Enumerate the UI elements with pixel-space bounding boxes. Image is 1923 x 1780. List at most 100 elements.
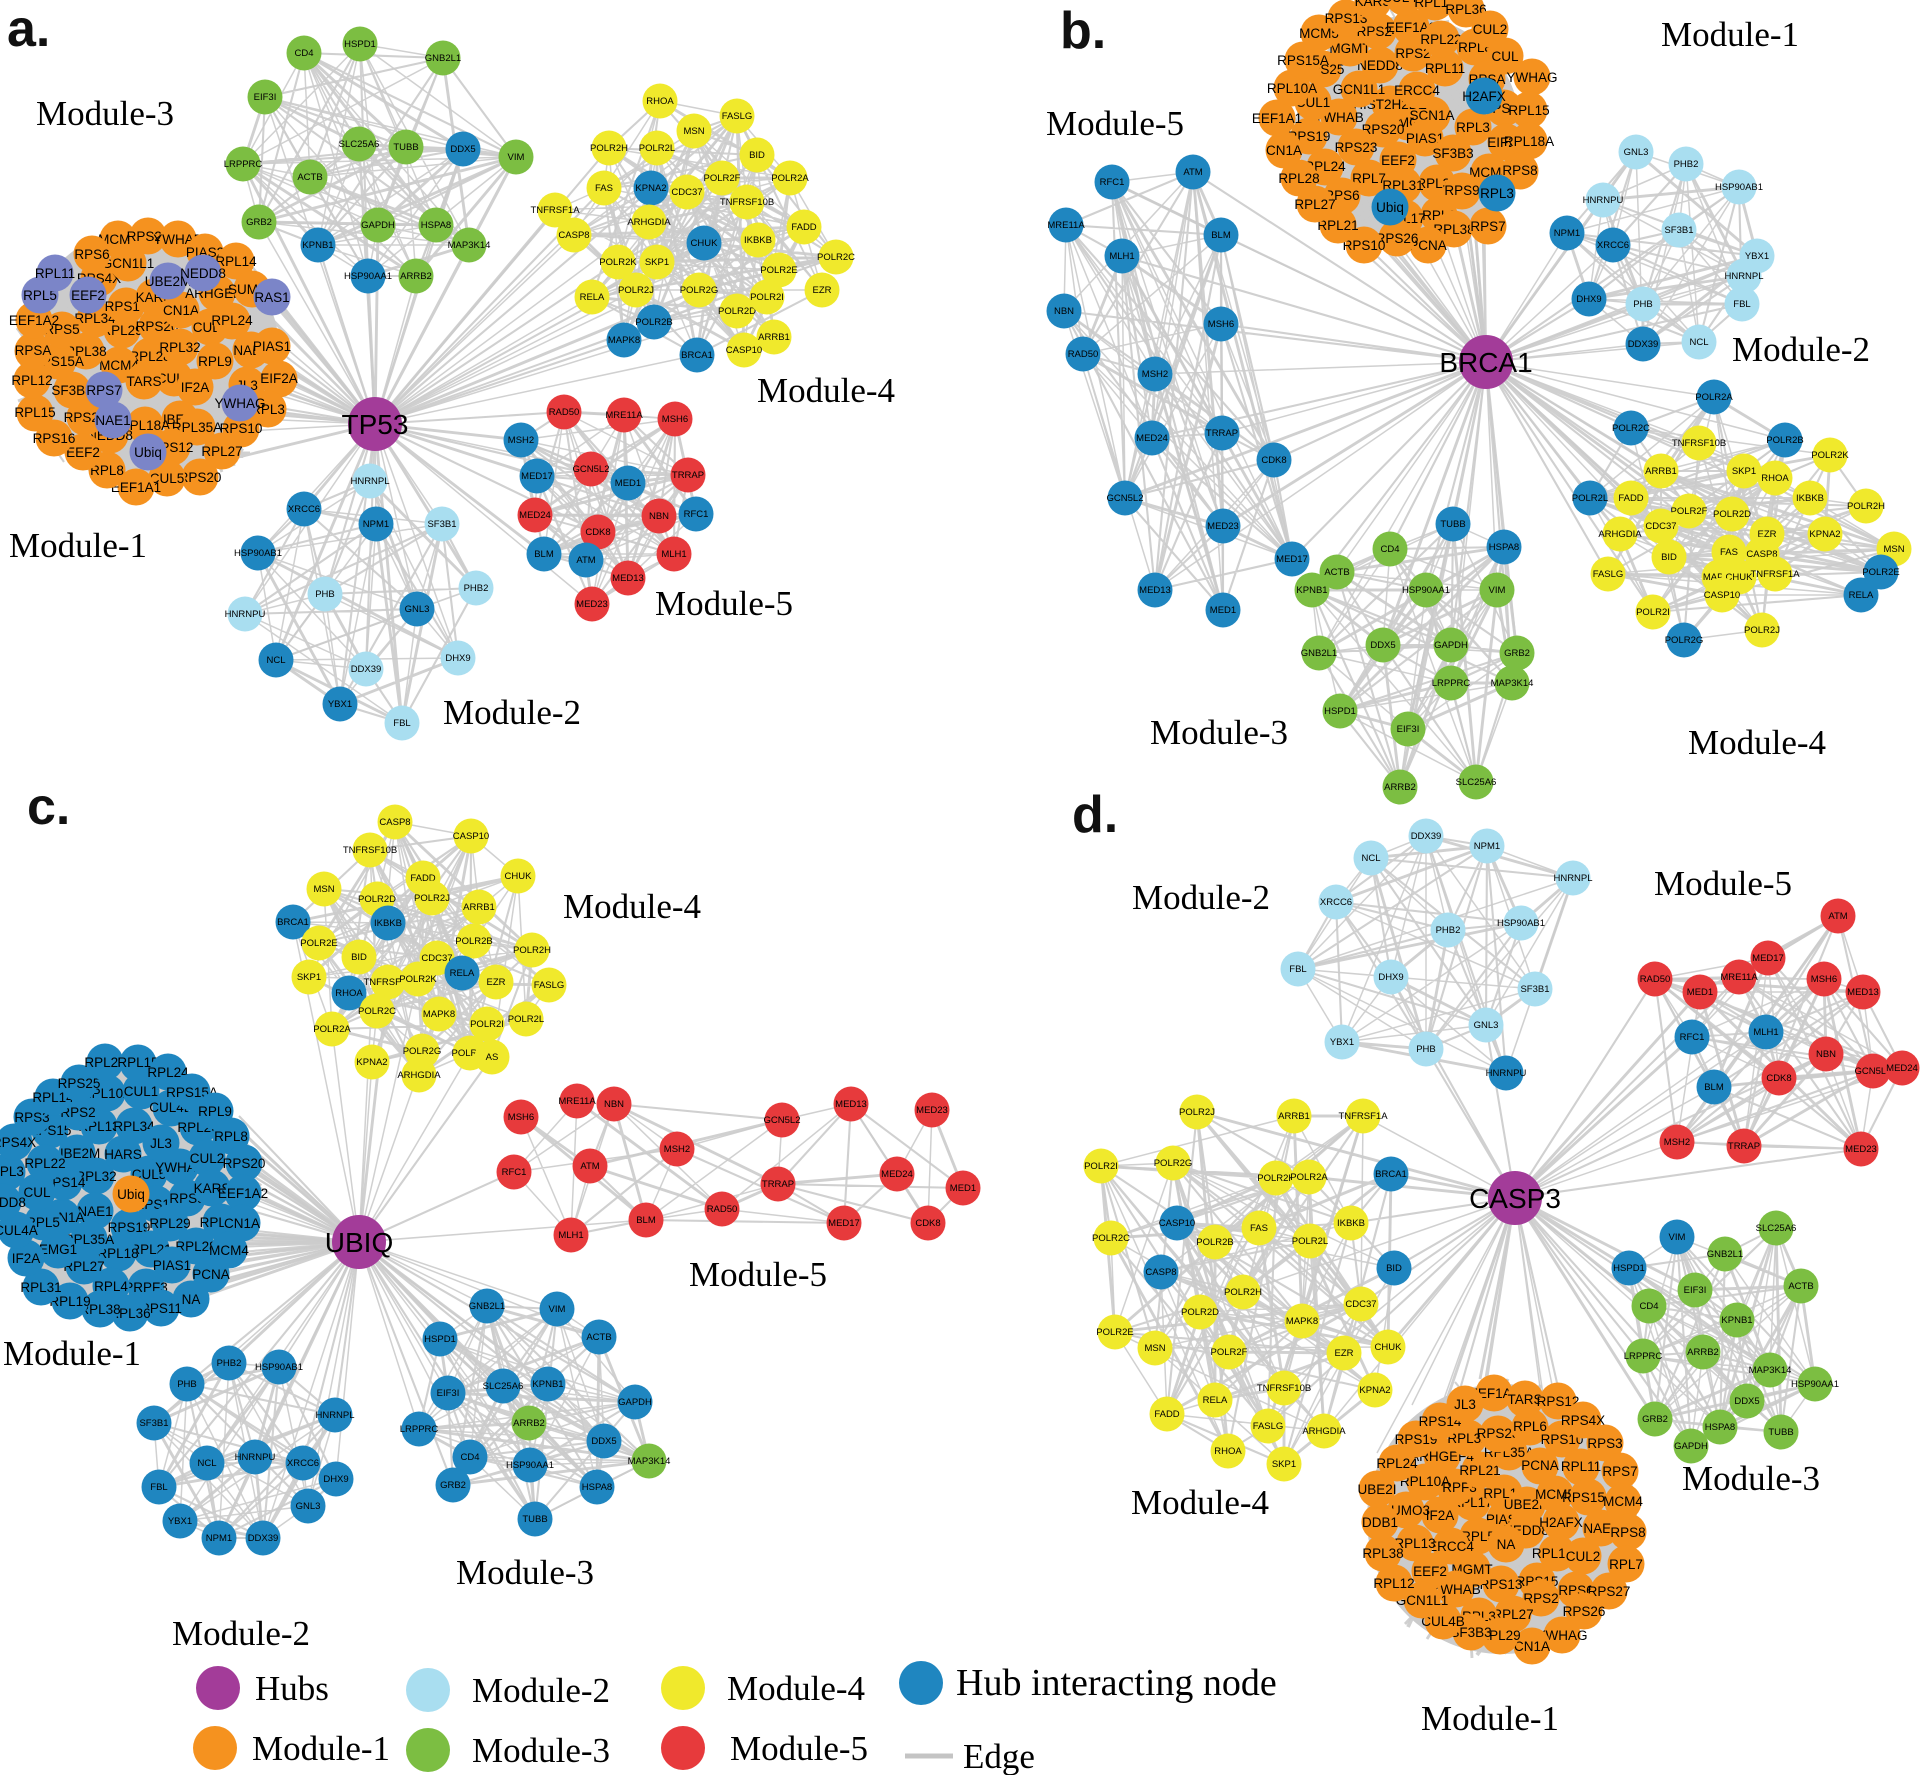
svg-text:RPL9: RPL9	[198, 1104, 232, 1119]
svg-text:RPS2: RPS2	[1395, 46, 1430, 61]
svg-text:HARS: HARS	[104, 1147, 142, 1162]
svg-text:H2AFX: H2AFX	[1462, 89, 1506, 104]
svg-text:EIF3I: EIF3I	[1397, 724, 1420, 735]
svg-text:Module-2: Module-2	[472, 1671, 610, 1710]
svg-text:EEF1A2: EEF1A2	[1386, 20, 1436, 35]
svg-text:POLR2J: POLR2J	[1179, 1107, 1215, 1118]
svg-text:YWHAB: YWHAB	[1431, 1582, 1481, 1597]
svg-text:PHB2: PHB2	[217, 1358, 242, 1369]
svg-text:ARRB2: ARRB2	[1687, 1347, 1719, 1358]
svg-text:RPL36: RPL36	[1445, 2, 1486, 17]
svg-text:TARS: TARS	[126, 374, 161, 389]
svg-text:RPL24: RPL24	[147, 1065, 189, 1080]
svg-text:RPL5: RPL5	[1461, 1529, 1495, 1544]
svg-text:PHB2: PHB2	[1436, 925, 1461, 936]
svg-text:NCL: NCL	[1689, 337, 1708, 348]
svg-text:RPS12: RPS12	[1537, 1394, 1580, 1409]
svg-text:POLR2D: POLR2D	[1181, 1307, 1219, 1318]
svg-text:HNRNPU: HNRNPU	[225, 609, 266, 620]
svg-text:POLR2B: POLR2B	[1196, 1237, 1234, 1248]
svg-text:CDK8: CDK8	[1766, 1073, 1791, 1084]
svg-text:RPS27: RPS27	[127, 229, 170, 244]
svg-text:LRPPRC: LRPPRC	[400, 1424, 439, 1435]
svg-text:MED24: MED24	[1886, 1063, 1918, 1074]
svg-text:Module-1: Module-1	[3, 1334, 141, 1373]
svg-text:RPL15: RPL15	[14, 405, 55, 420]
svg-text:POLR2C: POLR2C	[358, 1006, 396, 1017]
svg-text:KPNB1: KPNB1	[1721, 1315, 1752, 1326]
svg-text:MSH2: MSH2	[508, 435, 534, 446]
svg-text:NPM1: NPM1	[1554, 228, 1580, 239]
svg-text:Module-5: Module-5	[689, 1255, 827, 1294]
svg-text:Hub interacting node: Hub interacting node	[956, 1662, 1277, 1704]
svg-text:GCN1L1: GCN1L1	[1396, 1593, 1449, 1608]
svg-text:RHOA: RHOA	[1214, 1446, 1242, 1457]
svg-text:RPS20: RPS20	[1362, 122, 1405, 137]
svg-text:Module-4: Module-4	[1131, 1483, 1269, 1522]
svg-text:CD4: CD4	[460, 1452, 479, 1463]
svg-text:YBX1: YBX1	[328, 699, 352, 710]
svg-text:Ubiq: Ubiq	[134, 445, 162, 460]
svg-text:RPL22: RPL22	[24, 1156, 65, 1171]
svg-text:NPM1: NPM1	[363, 519, 389, 530]
svg-text:FBL: FBL	[1733, 299, 1750, 310]
svg-text:RPL21: RPL21	[1317, 218, 1358, 233]
svg-text:GAPDH: GAPDH	[618, 1397, 652, 1408]
svg-text:EEF1A1: EEF1A1	[111, 480, 161, 495]
svg-text:RPL4: RPL4	[94, 1279, 128, 1294]
svg-text:RPL8: RPL8	[90, 463, 124, 478]
svg-text:GCN5L2: GCN5L2	[1855, 1066, 1892, 1077]
svg-text:POLR2D: POLR2D	[718, 306, 756, 317]
svg-text:c.: c.	[27, 778, 70, 836]
svg-text:HSP90AB1: HSP90AB1	[1715, 182, 1763, 193]
svg-text:EEF2: EEF2	[1413, 1564, 1447, 1579]
svg-text:Module-3: Module-3	[456, 1553, 594, 1592]
svg-text:RPL15: RPL15	[1508, 103, 1549, 118]
svg-text:JL3: JL3	[1454, 1397, 1476, 1412]
svg-text:ARRB2: ARRB2	[1384, 782, 1416, 793]
svg-text:CDK8: CDK8	[915, 1218, 940, 1229]
svg-text:RPS19: RPS19	[108, 1220, 151, 1235]
svg-text:POLR2G: POLR2G	[1154, 1158, 1193, 1169]
svg-text:ARRB2: ARRB2	[400, 271, 432, 282]
svg-text:YBX1: YBX1	[1745, 251, 1769, 262]
svg-text:ATM: ATM	[1183, 167, 1202, 178]
svg-text:SLC25A6: SLC25A6	[339, 139, 380, 150]
svg-text:NA: NA	[1497, 1537, 1516, 1552]
svg-text:IKBKB: IKBKB	[744, 235, 772, 246]
svg-text:XRCC6: XRCC6	[288, 504, 320, 515]
svg-text:POLR2L: POLR2L	[1292, 1236, 1328, 1247]
svg-text:NBN: NBN	[1054, 306, 1074, 317]
svg-text:SF3B1: SF3B1	[1664, 225, 1693, 236]
svg-text:DDX5: DDX5	[591, 1436, 616, 1447]
svg-text:RPL10A: RPL10A	[1400, 1474, 1450, 1489]
svg-text:RFC1: RFC1	[684, 509, 709, 520]
svg-text:MSH6: MSH6	[508, 1112, 534, 1123]
svg-text:KARS: KARS	[1355, 0, 1392, 9]
svg-text:TUBB: TUBB	[522, 1514, 547, 1525]
svg-text:RPS10: RPS10	[1343, 238, 1386, 253]
svg-text:ARHGDIA: ARHGDIA	[627, 217, 671, 228]
svg-text:MSN: MSN	[313, 884, 334, 895]
svg-text:RHOA: RHOA	[646, 96, 674, 107]
svg-text:NEDD8: NEDD8	[1357, 58, 1403, 73]
svg-text:MED17: MED17	[521, 471, 553, 482]
svg-text:CN1A: CN1A	[1266, 143, 1302, 158]
svg-text:POLR2D: POLR2D	[358, 894, 396, 905]
svg-text:PCNA: PCNA	[1521, 1458, 1559, 1473]
svg-text:EEF2: EEF2	[1381, 153, 1415, 168]
svg-text:CHUK: CHUK	[505, 871, 533, 882]
svg-text:IKBKB: IKBKB	[374, 918, 402, 929]
svg-text:MED23: MED23	[1207, 521, 1239, 532]
svg-text:EEF1A2: EEF1A2	[9, 313, 59, 328]
svg-text:DDX39: DDX39	[248, 1533, 279, 1544]
svg-text:RPS15A: RPS15A	[1562, 1490, 1614, 1505]
svg-text:POLR2G: POLR2G	[403, 1046, 442, 1057]
svg-text:RHOA: RHOA	[1761, 473, 1789, 484]
svg-text:MED1: MED1	[1210, 605, 1236, 616]
svg-text:TNFRSF10B: TNFRSF10B	[1257, 1383, 1311, 1394]
svg-text:HSPA8: HSPA8	[421, 220, 451, 231]
svg-text:TNFRSF1A: TNFRSF1A	[363, 977, 413, 988]
svg-text:FASLG: FASLG	[534, 980, 565, 991]
svg-text:GRB2: GRB2	[440, 1480, 466, 1491]
